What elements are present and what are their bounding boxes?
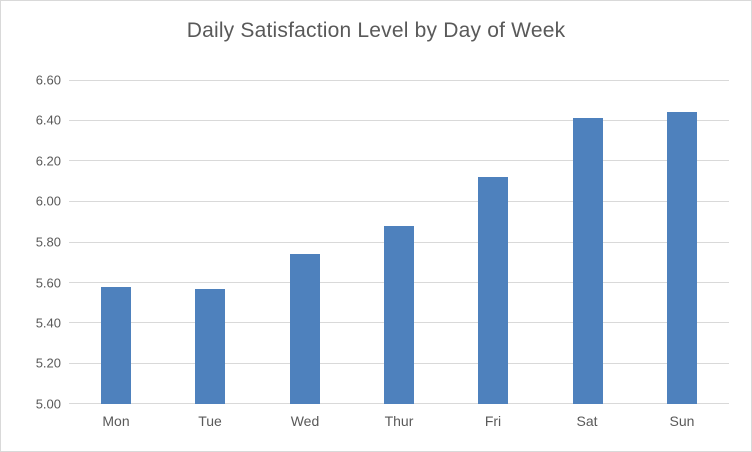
y-tick-label: 5.00 bbox=[35, 396, 61, 412]
x-tick-label: Fri bbox=[484, 413, 502, 429]
y-tick-label: 5.80 bbox=[35, 234, 61, 250]
bar-fri bbox=[478, 177, 508, 404]
y-gridline bbox=[69, 120, 729, 121]
x-tick-label: Sun bbox=[669, 413, 695, 429]
bar-mon bbox=[101, 287, 131, 404]
y-axis: 5.00 5.20 5.40 5.60 5.80 6.00 6.20 6.40 6.60 bbox=[1, 73, 61, 412]
y-gridline bbox=[69, 160, 729, 161]
y-tick-label: 5.60 bbox=[35, 275, 61, 291]
x-axis: Mon Tue Wed Thur Fri Sat Sun bbox=[69, 405, 729, 445]
x-tick-label: Tue bbox=[198, 413, 222, 429]
y-gridline bbox=[69, 201, 729, 202]
chart-title: Daily Satisfaction Level by Day of Week bbox=[186, 19, 566, 42]
y-tick-label: 5.40 bbox=[35, 315, 61, 331]
plot-area bbox=[69, 80, 729, 404]
bar-tue bbox=[195, 289, 225, 404]
bar-sat bbox=[573, 118, 603, 404]
y-tick-label: 6.00 bbox=[35, 193, 61, 209]
y-tick-label: 6.40 bbox=[35, 112, 61, 128]
bar-thur bbox=[384, 226, 414, 404]
x-tick-label: Mon bbox=[102, 413, 130, 429]
x-tick-label: Thur bbox=[384, 413, 414, 429]
y-tick-label: 6.60 bbox=[35, 72, 61, 88]
x-tick-label: Sat bbox=[576, 413, 598, 429]
y-gridline bbox=[69, 80, 729, 81]
bar-sun bbox=[667, 112, 697, 404]
y-tick-label: 6.20 bbox=[35, 153, 61, 169]
x-tick-label: Wed bbox=[290, 413, 320, 429]
bar-wed bbox=[290, 254, 320, 404]
y-tick-label: 5.20 bbox=[35, 355, 61, 371]
